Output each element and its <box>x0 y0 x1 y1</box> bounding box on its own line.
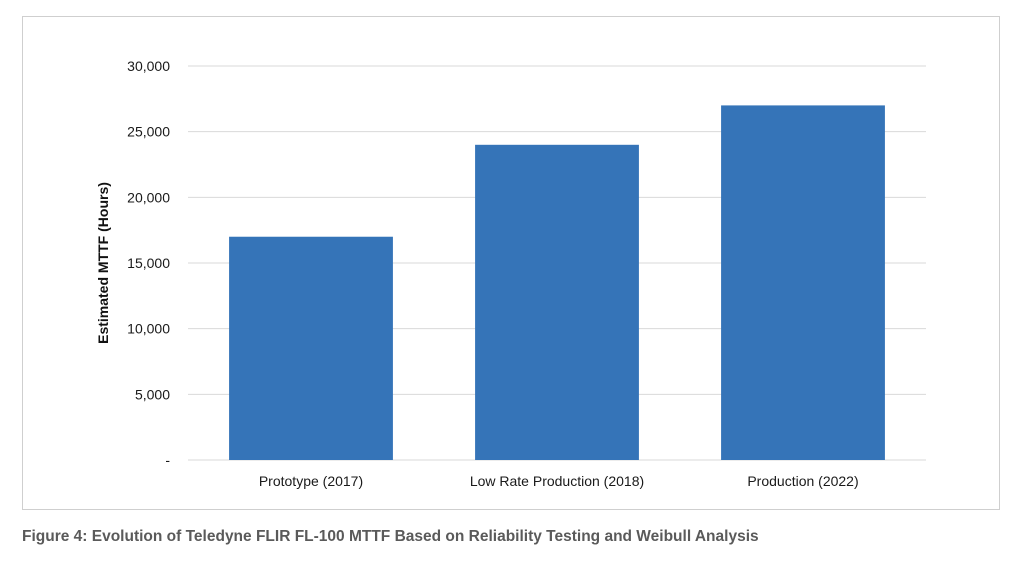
y-tick-label: 5,000 <box>135 386 170 402</box>
y-tick-label: - <box>165 452 170 468</box>
x-tick-label: Low Rate Production (2018) <box>470 473 644 489</box>
figure-caption: Figure 4: Evolution of Teledyne FLIR FL-… <box>22 528 759 545</box>
x-axis-ticks: Prototype (2017) Low Rate Production (201… <box>259 473 859 489</box>
y-axis-label: Estimated MTTF (Hours) <box>95 182 111 344</box>
y-tick-label: 10,000 <box>127 321 170 337</box>
y-tick-label: 30,000 <box>127 58 170 74</box>
x-tick-label: Production (2022) <box>747 473 858 489</box>
bar <box>475 144 639 461</box>
x-tick-label: Prototype (2017) <box>259 473 363 489</box>
y-tick-label: 20,000 <box>127 189 170 205</box>
bar <box>229 236 393 460</box>
y-tick-label: 15,000 <box>127 255 170 271</box>
bar <box>721 105 885 461</box>
bars <box>229 105 885 461</box>
y-tick-label: 25,000 <box>127 124 170 140</box>
mttf-bar-chart: - 5,000 10,000 15,000 20,000 25,000 30,000 Pro… <box>95 58 926 489</box>
y-axis-ticks: - 5,000 10,000 15,000 20,000 25,000 30,000 <box>127 58 170 468</box>
